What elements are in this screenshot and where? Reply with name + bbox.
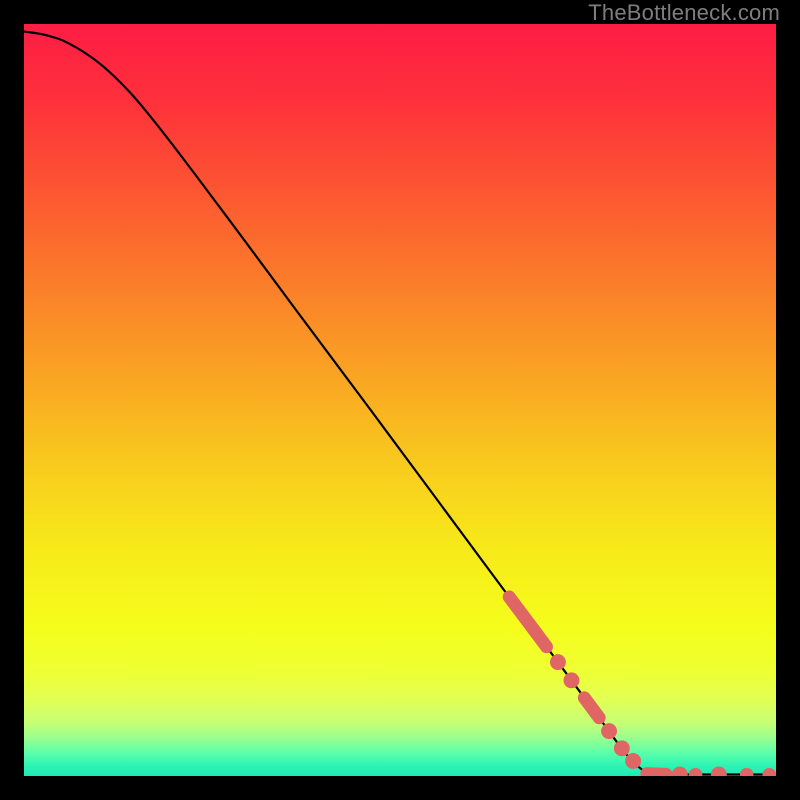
data-marker-dot — [564, 672, 580, 688]
plot-svg — [24, 24, 776, 776]
data-marker-dot — [625, 753, 641, 769]
data-marker-pill — [640, 767, 673, 776]
data-marker-dot — [601, 723, 617, 739]
plot-frame — [22, 22, 778, 778]
data-marker-dot — [550, 654, 566, 670]
chart-root: TheBottleneck.com — [0, 0, 800, 800]
data-marker-dot — [614, 740, 630, 756]
gradient-background — [24, 24, 776, 776]
